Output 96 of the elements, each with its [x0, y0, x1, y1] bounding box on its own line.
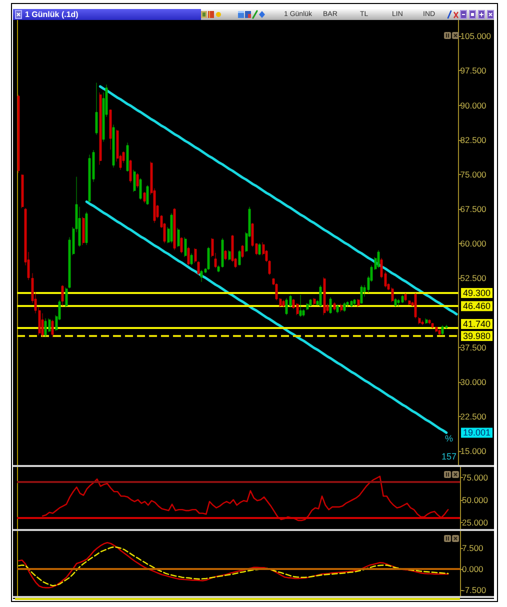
y-tick-label: 50.000 — [462, 494, 488, 505]
y-tick-label: 75.000 — [460, 169, 487, 180]
y-tick-label: -7.500 — [462, 584, 486, 595]
candlestick — [21, 174, 24, 208]
candlestick — [109, 109, 112, 150]
candlestick — [221, 238, 224, 268]
annotation: 157 — [441, 452, 457, 462]
y-tick-label: 52.500 — [460, 273, 487, 284]
y-tick-label: 75.000 — [462, 472, 488, 482]
candlestick — [200, 270, 203, 282]
candlestick — [207, 246, 210, 270]
candlestick — [187, 246, 190, 266]
candlestick — [306, 302, 309, 310]
candlestick — [425, 318, 428, 324]
candlestick — [391, 287, 394, 302]
y-tick-label: 82.500 — [460, 134, 487, 145]
candlestick — [180, 236, 183, 254]
ref-line-label: 49.300 — [463, 288, 491, 298]
candlestick — [377, 250, 380, 268]
candlestick — [333, 302, 336, 311]
candlestick — [139, 178, 142, 200]
candlestick — [44, 318, 47, 338]
candlestick — [238, 250, 241, 266]
chart-title: 1 Günlük (.1d) — [25, 9, 78, 20]
candlestick — [438, 329, 441, 336]
candlestick — [143, 192, 146, 204]
candlestick — [61, 284, 64, 306]
candlestick — [224, 250, 227, 261]
candlestick — [353, 298, 356, 306]
candlestick — [177, 228, 180, 248]
candlestick — [323, 277, 326, 316]
y-tick-label: 37.500 — [460, 342, 487, 352]
candlestick — [346, 301, 349, 308]
candlestick — [319, 284, 322, 308]
candlestick — [401, 294, 404, 304]
candlestick — [360, 284, 363, 304]
candlestick — [428, 319, 431, 325]
candlestick — [299, 294, 302, 318]
candlestick — [329, 296, 332, 314]
candlestick — [99, 92, 102, 166]
candlestick — [133, 170, 136, 192]
candlestick — [85, 212, 88, 246]
candlestick — [296, 302, 299, 316]
candlestick — [343, 302, 346, 312]
candlestick — [65, 287, 68, 308]
candlestick — [408, 300, 411, 306]
candlestick — [190, 253, 193, 266]
y-tick-label: 97.500 — [460, 66, 487, 76]
candlestick — [282, 300, 285, 308]
candlestick — [350, 300, 353, 308]
y-tick-label: 67.500 — [460, 204, 487, 214]
candlestick — [397, 298, 400, 307]
candlestick — [336, 304, 339, 314]
y-tick-label: 90.000 — [460, 100, 487, 110]
candlestick — [184, 236, 187, 258]
line-series — [85, 200, 448, 434]
candlestick — [313, 298, 316, 306]
candlestick — [431, 322, 434, 329]
candlestick — [241, 244, 244, 258]
candlestick — [285, 298, 288, 316]
candlestick — [88, 154, 91, 202]
candlestick — [394, 298, 397, 308]
ref-line-label: 46.460 — [463, 301, 491, 312]
annotation: % — [444, 434, 454, 444]
y-tick-label: 105.000 — [460, 31, 492, 42]
line-series — [98, 85, 458, 316]
y-tick-label: 25.000 — [462, 517, 488, 528]
candlestick — [51, 319, 54, 338]
candlestick — [357, 298, 360, 308]
candlestick — [258, 242, 261, 256]
candlestick — [129, 159, 132, 184]
y-tick-label: 30.000 — [460, 376, 487, 387]
candlestick — [228, 250, 231, 261]
annotation: 19.001 — [463, 428, 491, 438]
candlestick — [404, 292, 407, 302]
ref-line-label: 39.980 — [463, 330, 491, 341]
y-tick-label: 15.000 — [460, 446, 487, 456]
candlestick — [309, 298, 312, 307]
candlestick — [170, 212, 173, 244]
candlestick — [340, 303, 343, 312]
candlestick — [136, 172, 139, 188]
candlestick — [435, 326, 438, 332]
candlestick — [173, 208, 176, 250]
y-tick-label: 0.000 — [462, 564, 484, 574]
candlestick — [82, 216, 85, 246]
y-tick-label: 22.500 — [460, 412, 487, 422]
y-tick-label: 60.000 — [460, 238, 487, 249]
candlestick — [441, 325, 444, 336]
candlestick — [126, 142, 129, 172]
y-tick-label: 7.500 — [462, 543, 484, 554]
ref-line-label: 41.740 — [463, 318, 491, 329]
candlestick — [146, 184, 149, 206]
candlestick — [112, 124, 115, 168]
candlestick — [17, 94, 20, 174]
candlestick — [95, 82, 98, 136]
candlestick — [421, 320, 424, 326]
